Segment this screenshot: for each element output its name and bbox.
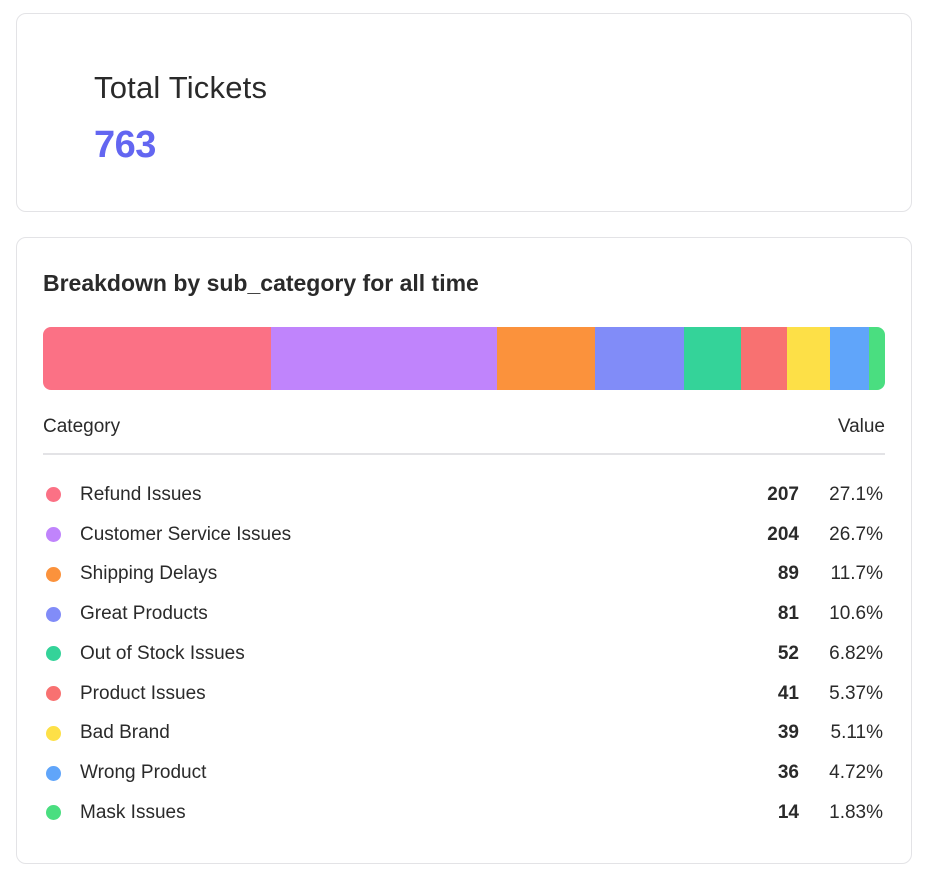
- legend-dot-icon: [46, 566, 61, 582]
- item-label: Shipping Delays: [80, 563, 218, 585]
- item-percent: 27.1%: [829, 483, 883, 505]
- list-item: Bad Brand 39 5.11%: [43, 714, 885, 754]
- list-item: Refund Issues 207 27.1%: [43, 475, 885, 515]
- item-percent: 1.83%: [829, 801, 883, 823]
- legend-dot-icon: [46, 805, 61, 821]
- item-label: Bad Brand: [80, 722, 170, 744]
- item-count: 41: [777, 682, 799, 704]
- list-item: Customer Service Issues 204 26.7%: [43, 515, 885, 555]
- item-count: 39: [777, 722, 799, 744]
- item-count: 52: [777, 642, 799, 664]
- item-percent: 10.6%: [829, 603, 883, 625]
- item-count: 89: [777, 563, 799, 585]
- stacked-bar-segment[interactable]: [869, 327, 885, 390]
- list-item: Out of Stock Issues 52 6.82%: [43, 634, 885, 674]
- legend-dot-icon: [46, 686, 61, 702]
- stacked-bar-segment[interactable]: [829, 327, 870, 390]
- breakdown-title: Breakdown by sub_category for all time: [43, 270, 479, 296]
- breakdown-list: Refund Issues 207 27.1% Customer Service Is…: [43, 475, 885, 833]
- legend-dot-icon: [46, 765, 61, 781]
- list-item: Product Issues 41 5.37%: [43, 674, 885, 714]
- item-label: Refund Issues: [80, 483, 202, 505]
- item-label: Wrong Product: [80, 762, 207, 784]
- item-label: Mask Issues: [80, 801, 186, 823]
- item-percent: 4.72%: [829, 762, 883, 784]
- stacked-bar-segment[interactable]: [496, 327, 595, 390]
- total-tickets-title: Total Tickets: [94, 70, 268, 105]
- header-divider: [43, 453, 885, 455]
- list-item: Great Products 81 10.6%: [43, 594, 885, 634]
- legend-dot-icon: [46, 527, 61, 543]
- item-count: 14: [777, 801, 799, 823]
- category-column-header: Category: [43, 416, 121, 437]
- item-label: Out of Stock Issues: [80, 642, 245, 664]
- legend-dot-icon: [46, 646, 61, 662]
- stacked-bar-segment[interactable]: [271, 327, 497, 390]
- list-item: Shipping Delays 89 11.7%: [43, 555, 885, 595]
- list-item: Wrong Product 36 4.72%: [43, 753, 885, 793]
- item-percent: 5.37%: [829, 682, 883, 704]
- legend-dot-icon: [46, 606, 61, 622]
- total-tickets-card: Total Tickets 763: [16, 13, 912, 212]
- legend-dot-icon: [46, 725, 61, 741]
- value-column-header: Value: [837, 416, 885, 437]
- item-percent: 6.82%: [829, 642, 883, 664]
- stacked-bar-segment[interactable]: [594, 327, 685, 390]
- stacked-bar-segment[interactable]: [786, 327, 830, 390]
- stacked-bar-segment[interactable]: [43, 327, 272, 390]
- item-percent: 5.11%: [830, 722, 883, 744]
- breakdown-card: Breakdown by sub_category for all time C…: [16, 237, 912, 864]
- item-count: 36: [777, 762, 799, 784]
- item-percent: 26.7%: [829, 523, 883, 545]
- item-count: 81: [777, 603, 799, 625]
- stacked-bar-segment[interactable]: [741, 327, 787, 390]
- item-label: Customer Service Issues: [80, 523, 292, 545]
- table-header: Category Value: [43, 416, 885, 438]
- stacked-bar: [43, 327, 885, 390]
- item-count: 207: [767, 483, 799, 505]
- item-label: Product Issues: [80, 682, 206, 704]
- item-label: Great Products: [80, 603, 208, 625]
- item-percent: 11.7%: [830, 563, 883, 585]
- stacked-bar-segment[interactable]: [684, 327, 742, 390]
- legend-dot-icon: [46, 487, 61, 503]
- item-count: 204: [767, 523, 799, 545]
- list-item: Mask Issues 14 1.83%: [43, 793, 885, 833]
- total-tickets-value: 763: [94, 124, 156, 166]
